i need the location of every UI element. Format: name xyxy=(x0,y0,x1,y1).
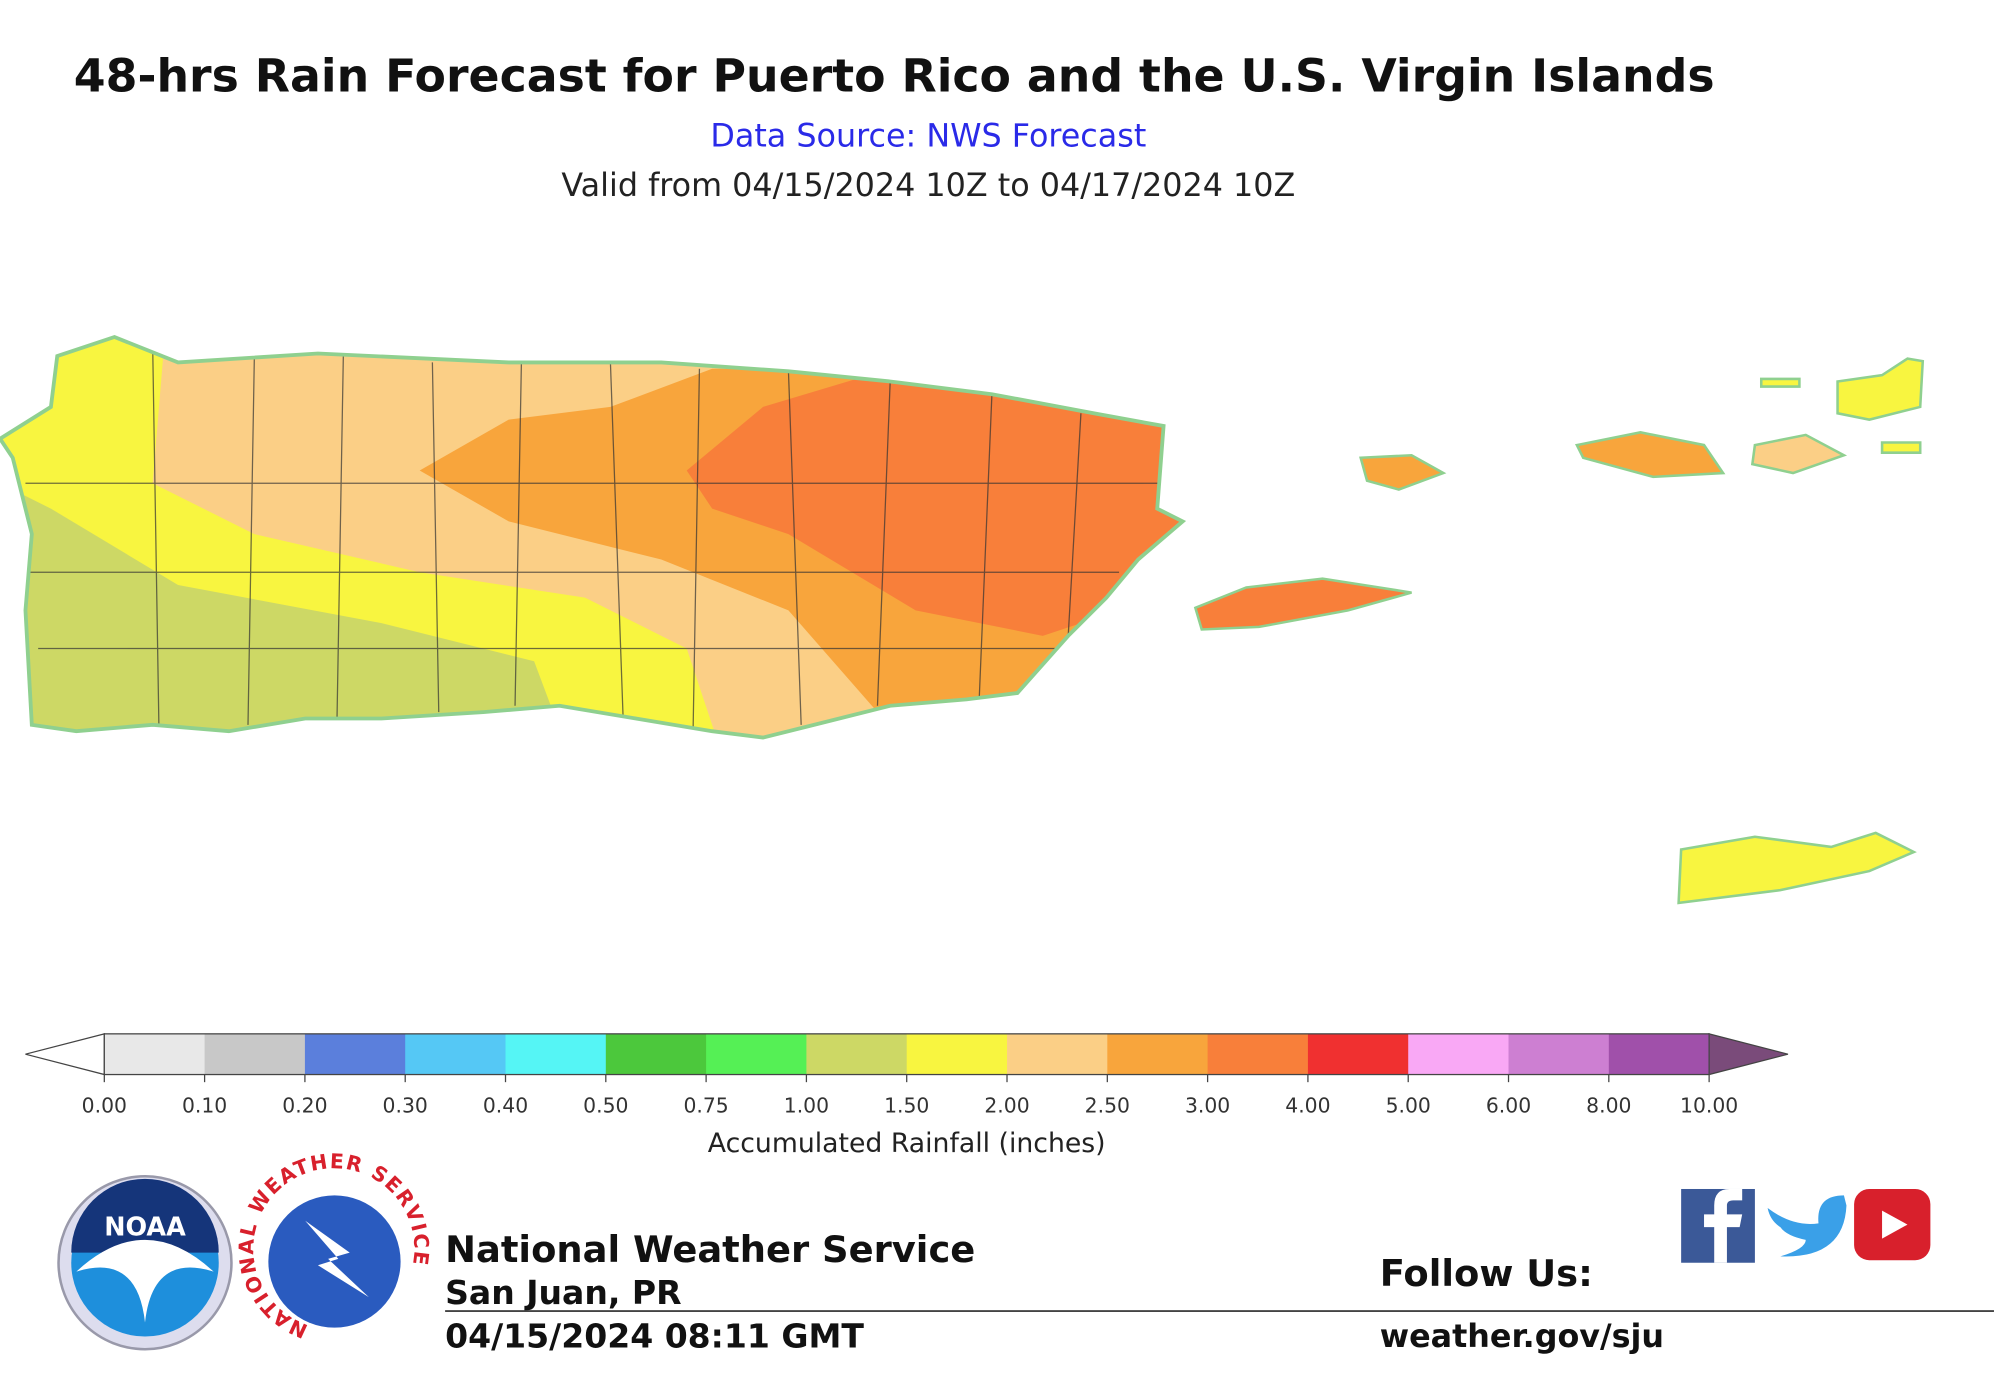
office: National Weather Service xyxy=(445,1228,975,1271)
colorbar-segment xyxy=(1307,1033,1409,1075)
nws-logo: NATIONAL WEATHER SERVICE xyxy=(234,1149,431,1343)
colorbar-tick-label: 0.00 xyxy=(82,1093,127,1117)
colorbar-segment xyxy=(505,1033,607,1075)
colorbar-tick-label: 2.50 xyxy=(1085,1093,1130,1117)
location: San Juan, PR xyxy=(445,1273,682,1312)
colorbar-segment xyxy=(104,1033,206,1075)
colorbar-segment xyxy=(906,1033,1008,1075)
colorbar-tick-label: 3.00 xyxy=(1185,1093,1230,1117)
colorbar-tick-label: 4.00 xyxy=(1285,1093,1330,1117)
colorbar-extend-min xyxy=(25,1033,105,1076)
colorbar-segment xyxy=(1207,1033,1309,1075)
colorbar-segment xyxy=(1007,1033,1108,1075)
social-icons xyxy=(1681,1188,1931,1263)
colorbar: 0.00 0.10 0.20 0.30 0.40 0.50 0.75 1.00 1.50 2.00… xyxy=(25,1033,1789,1117)
map xyxy=(0,334,1925,905)
valid-time: Valid from 04/15/2024 10Z to 04/17/2024 … xyxy=(561,167,1295,204)
colorbar-tick-label: 0.40 xyxy=(483,1093,528,1117)
colorbar-tick-label: 8.00 xyxy=(1586,1093,1631,1117)
colorbar-tick-label: 5.00 xyxy=(1386,1093,1431,1117)
noaa-text: NOAA xyxy=(104,1211,186,1241)
colorbar-segment xyxy=(1508,1033,1610,1075)
colorbar-segment xyxy=(1408,1033,1510,1075)
colorbar-tick-label: 0.50 xyxy=(583,1093,628,1117)
noaa-logo: NOAA xyxy=(57,1174,233,1351)
colorbar-segment xyxy=(706,1033,808,1075)
colorbar-segment xyxy=(405,1033,507,1075)
colorbar-label: Accumulated Rainfall (inches) xyxy=(708,1128,1106,1159)
colorbar-tick-label: 1.00 xyxy=(784,1093,829,1117)
colorbar-tick-label: 0.20 xyxy=(282,1093,327,1117)
colorbar-tick-label: 2.00 xyxy=(984,1093,1029,1117)
colorbar-tick-label: 0.30 xyxy=(383,1093,428,1117)
colorbar-tick-label: 10.00 xyxy=(1680,1093,1738,1117)
colorbar-segment xyxy=(806,1033,908,1075)
colorbar-tick-label: 1.50 xyxy=(884,1093,929,1117)
follow: Follow Us: xyxy=(1380,1252,1593,1295)
colorbar-segment xyxy=(1608,1033,1710,1075)
colorbar-segment xyxy=(204,1033,306,1075)
colorbar-segment xyxy=(304,1033,406,1075)
colorbar-tick-label: 0.75 xyxy=(683,1093,728,1117)
colorbar-segment xyxy=(605,1033,707,1075)
twitter-icon[interactable] xyxy=(1767,1195,1847,1257)
colorbar-extend-max xyxy=(1708,1033,1789,1076)
colorbar-tick-label: 0.10 xyxy=(182,1093,227,1117)
source: Data Source: NWS Forecast xyxy=(710,117,1146,154)
url[interactable]: weather.gov/sju xyxy=(1380,1318,1664,1355)
title: 48-hrs Rain Forecast for Puerto Rico and… xyxy=(74,49,1715,102)
colorbar-tick-label: 6.00 xyxy=(1486,1093,1531,1117)
issued: 04/15/2024 08:11 GMT xyxy=(445,1316,864,1355)
colorbar-segment xyxy=(1107,1033,1209,1075)
